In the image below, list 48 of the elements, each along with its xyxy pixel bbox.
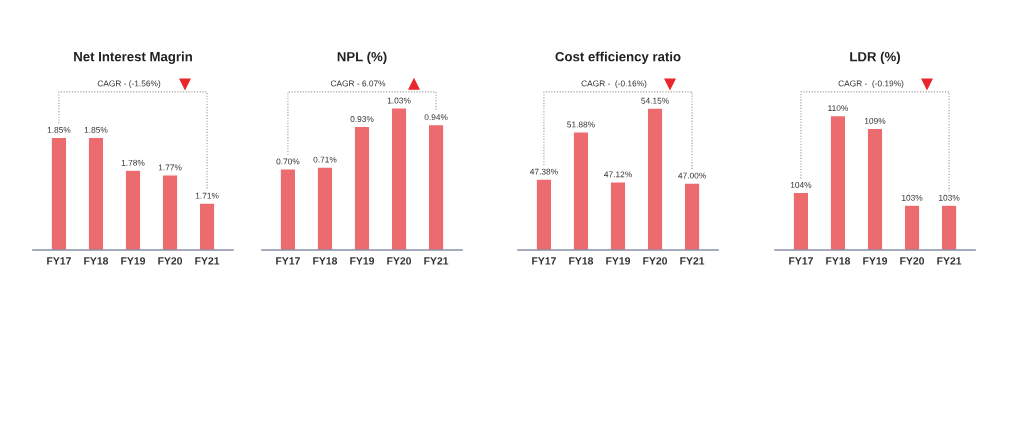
data-label: 0.94%	[424, 114, 448, 121]
text: CAGR - 6.07%	[330, 80, 386, 87]
text: CAGR - (-1.56%)	[97, 80, 161, 89]
data-label: 0.70%	[276, 158, 300, 165]
x-tick-label: FY17	[532, 257, 556, 265]
data-label: 1.85%	[84, 126, 108, 133]
data-label: 0.93%	[350, 116, 374, 122]
x-tick-label: FY19	[350, 257, 375, 265]
data-label: 47.38%	[529, 168, 558, 175]
x-tick-label: FY18	[313, 257, 338, 265]
x-tick-label: FY20	[900, 257, 925, 265]
chart-title: Cost efficiency ratio	[555, 51, 681, 64]
x-tick-label: FY17	[276, 257, 300, 265]
data-label: 47.12%	[604, 171, 632, 178]
x-tick-label: FY21	[680, 257, 705, 265]
x-tick-label: FY21	[937, 257, 962, 265]
data-label: 1.03%	[387, 97, 411, 104]
x-tick-label: FY18	[826, 257, 851, 265]
data-label: 109%	[864, 117, 886, 124]
text: CAGR - (-0.19%)	[838, 80, 904, 89]
data-label: 1.78%	[121, 159, 145, 166]
x-tick-label: FY19	[121, 257, 146, 265]
x-tick-label: FY17	[789, 257, 813, 265]
data-label: 1.85%	[47, 126, 71, 133]
data-label: 0.71%	[313, 156, 337, 163]
x-tick-label: FY20	[643, 257, 668, 265]
chart-title: NPL (%)	[337, 51, 387, 64]
x-tick-label: FY19	[863, 257, 888, 265]
chart-title: LDR (%)	[850, 51, 900, 64]
text: CAGR - (-0.16%)	[581, 80, 647, 89]
x-tick-label: FY21	[424, 257, 449, 265]
x-tick-label: FY18	[84, 257, 109, 265]
x-tick-label: FY19	[606, 257, 631, 265]
x-tick-label: FY21	[195, 257, 220, 265]
data-label: 110%	[828, 105, 849, 112]
data-label: 103%	[939, 194, 960, 201]
data-label: 1.71%	[195, 192, 219, 199]
x-tick-label: FY17	[47, 257, 71, 265]
data-label: 54.15%	[641, 97, 669, 104]
data-label: 103%	[902, 194, 923, 201]
data-label: 104%	[790, 182, 812, 188]
x-tick-label: FY18	[569, 257, 594, 265]
x-tick-label: FY20	[158, 257, 183, 265]
x-tick-label: FY20	[387, 257, 412, 265]
chart-title: Net Interest Magrin	[74, 51, 192, 64]
data-label: 1.77%	[158, 164, 182, 171]
data-label: 47.00%	[678, 172, 706, 179]
data-label: 51.88%	[567, 121, 595, 128]
